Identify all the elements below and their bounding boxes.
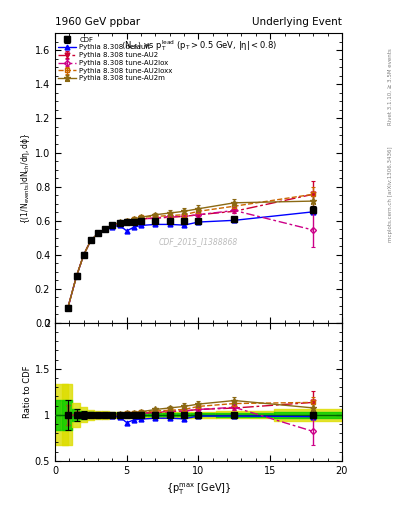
Pythia 8.308 default xyxy=(139,222,143,228)
Pythia 8.308 default xyxy=(132,224,136,230)
Line: Pythia 8.308 default: Pythia 8.308 default xyxy=(66,209,316,310)
Pythia 8.308 default xyxy=(110,224,115,230)
Pythia 8.308 default xyxy=(81,252,86,258)
Pythia 8.308 default xyxy=(103,226,108,232)
Y-axis label: Ratio to CDF: Ratio to CDF xyxy=(23,366,32,418)
Text: $\langle N_{ch}\rangle$ vs $p_T^{lead}$ ($p_T > 0.5$ GeV, $|\eta| < 0.8$): $\langle N_{ch}\rangle$ vs $p_T^{lead}$ … xyxy=(121,37,276,53)
Y-axis label: $\{(1/N_{events}) dN_{ch}/d\eta, d\phi\}$: $\{(1/N_{events}) dN_{ch}/d\eta, d\phi\}… xyxy=(19,133,32,224)
Text: 1960 GeV ppbar: 1960 GeV ppbar xyxy=(55,16,140,27)
Pythia 8.308 default xyxy=(167,221,172,227)
Pythia 8.308 default xyxy=(182,222,187,228)
Legend: CDF, Pythia 8.308 default, Pythia 8.308 tune-AU2, Pythia 8.308 tune-AU2lox, Pyth: CDF, Pythia 8.308 default, Pythia 8.308 … xyxy=(57,35,174,83)
Pythia 8.308 default xyxy=(196,219,201,225)
Text: CDF_2015_I1388868: CDF_2015_I1388868 xyxy=(159,237,238,246)
Pythia 8.308 default xyxy=(117,222,122,228)
Pythia 8.308 default xyxy=(311,209,316,215)
Pythia 8.308 default xyxy=(66,305,70,311)
Pythia 8.308 default xyxy=(232,217,237,223)
Text: mcplots.cern.ch [arXiv:1306.3436]: mcplots.cern.ch [arXiv:1306.3436] xyxy=(388,147,393,242)
Text: Underlying Event: Underlying Event xyxy=(252,16,342,27)
Pythia 8.308 default xyxy=(125,228,129,234)
Pythia 8.308 default xyxy=(74,273,79,279)
Text: Rivet 3.1.10, ≥ 3.5M events: Rivet 3.1.10, ≥ 3.5M events xyxy=(388,49,393,125)
X-axis label: $\{p_T^{max}$ [GeV]$\}$: $\{p_T^{max}$ [GeV]$\}$ xyxy=(166,481,231,497)
Pythia 8.308 default xyxy=(153,221,158,227)
Pythia 8.308 default xyxy=(88,237,93,243)
Pythia 8.308 default xyxy=(96,230,101,237)
